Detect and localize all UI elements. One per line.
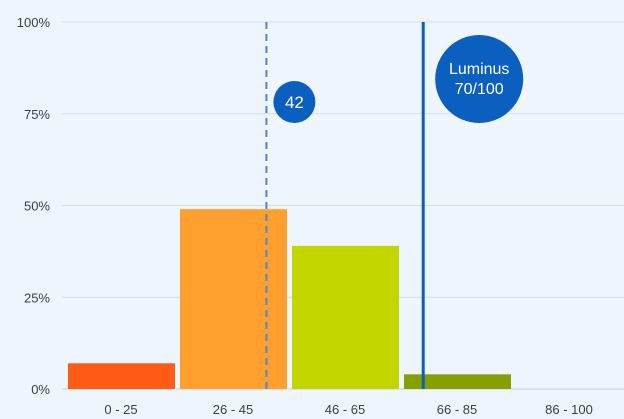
y-tick-label: 100%	[17, 15, 51, 30]
bar-26-45	[180, 209, 287, 389]
y-tick-label: 50%	[24, 199, 50, 214]
score-bubble-label: Luminus	[449, 61, 509, 78]
bar-0-25	[68, 363, 175, 389]
grid-layer	[62, 21, 624, 390]
score-bubble-70	[435, 35, 524, 123]
y-tick-label: 75%	[24, 107, 50, 122]
x-tick-label: 46 - 65	[325, 402, 365, 417]
y-axis: 0% 25% 50% 75% 100%	[17, 15, 51, 397]
bar-46-65	[292, 245, 399, 389]
score-bubble-42	[273, 81, 316, 123]
score-bubble-label: 42	[285, 93, 304, 112]
marker-layer: 42 Luminus 70/100	[265, 22, 524, 389]
bar-layer	[68, 209, 511, 389]
x-axis: 0 - 25 26 - 45 46 - 65 66 - 85 86 - 100	[104, 402, 592, 417]
x-tick-label: 0 - 25	[104, 402, 137, 417]
x-tick-label: 86 - 100	[545, 402, 593, 417]
x-tick-label: 26 - 45	[213, 402, 253, 417]
x-tick-label: 66 - 85	[437, 402, 477, 417]
score-bubble-label: 70/100	[455, 81, 504, 98]
y-tick-label: 0%	[31, 382, 50, 397]
y-tick-label: 25%	[24, 290, 50, 305]
bar-66-85	[404, 374, 511, 389]
